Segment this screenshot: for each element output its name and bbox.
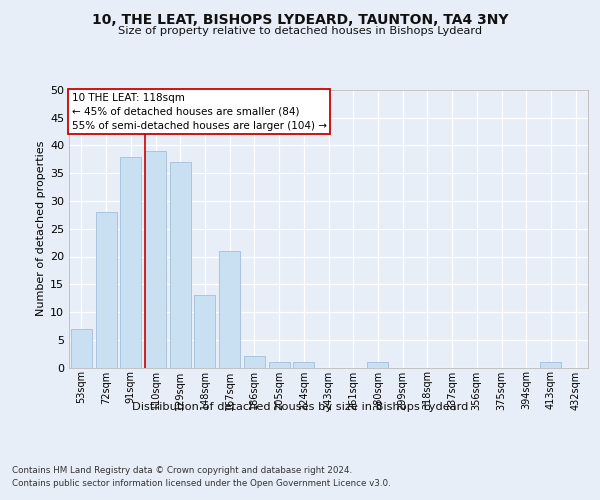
Text: Size of property relative to detached houses in Bishops Lydeard: Size of property relative to detached ho… xyxy=(118,26,482,36)
Bar xyxy=(194,296,215,368)
Text: 10, THE LEAT, BISHOPS LYDEARD, TAUNTON, TA4 3NY: 10, THE LEAT, BISHOPS LYDEARD, TAUNTON, … xyxy=(92,12,508,26)
Bar xyxy=(269,362,290,368)
Bar xyxy=(170,162,191,368)
Text: 10 THE LEAT: 118sqm
← 45% of detached houses are smaller (84)
55% of semi-detach: 10 THE LEAT: 118sqm ← 45% of detached ho… xyxy=(71,93,326,131)
Bar xyxy=(95,212,116,368)
Bar xyxy=(219,251,240,368)
Bar xyxy=(120,156,141,368)
Bar xyxy=(244,356,265,368)
Bar xyxy=(71,328,92,368)
Bar xyxy=(367,362,388,368)
Text: Distribution of detached houses by size in Bishops Lydeard: Distribution of detached houses by size … xyxy=(132,402,468,412)
Y-axis label: Number of detached properties: Number of detached properties xyxy=(36,141,46,316)
Bar xyxy=(541,362,562,368)
Text: Contains public sector information licensed under the Open Government Licence v3: Contains public sector information licen… xyxy=(12,479,391,488)
Bar xyxy=(145,151,166,368)
Text: Contains HM Land Registry data © Crown copyright and database right 2024.: Contains HM Land Registry data © Crown c… xyxy=(12,466,352,475)
Bar xyxy=(293,362,314,368)
